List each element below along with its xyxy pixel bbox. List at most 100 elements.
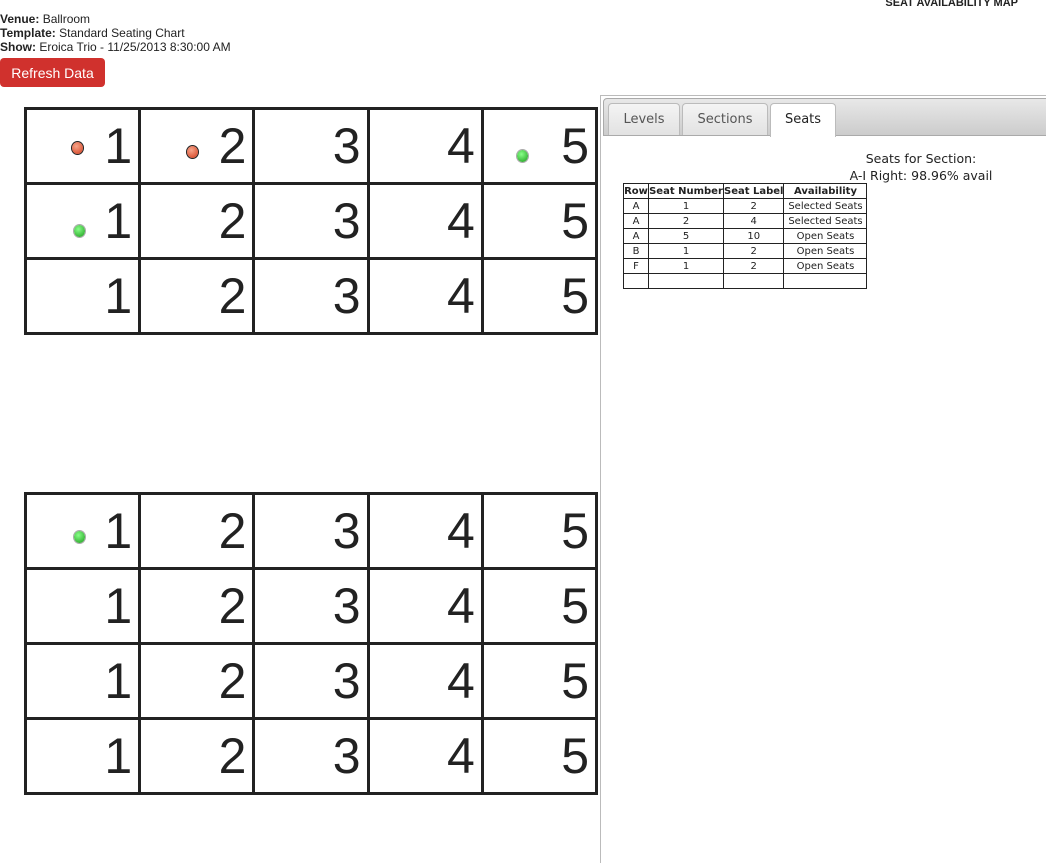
tab-seats[interactable]: Seats	[770, 103, 836, 137]
seat-cell[interactable]: 4	[366, 567, 484, 645]
table-cell: 2	[722, 243, 785, 259]
seat-marker-selected[interactable]	[71, 141, 84, 155]
tab-bar: Levels Sections Seats	[603, 98, 1046, 137]
col-row: Row	[623, 183, 649, 199]
seat-cell[interactable]: 5	[480, 492, 598, 570]
section-heading: Seats for Section: A-I Right: 98.96% ava…	[801, 150, 1041, 184]
seat-cell[interactable]: 4	[366, 717, 484, 795]
col-availability: Availability	[783, 183, 868, 199]
tab-levels[interactable]: Levels	[608, 103, 680, 135]
heading-line-2: A-I Right: 98.96% avail	[849, 168, 993, 183]
table-cell	[648, 273, 724, 289]
seat-cell[interactable]: 2	[138, 182, 256, 260]
refresh-data-button[interactable]: Refresh Data	[0, 58, 105, 87]
table-row[interactable]: F 1 2 Open Seats	[623, 258, 868, 274]
seat-cell[interactable]: 4	[366, 182, 484, 260]
show-value: Eroica Trio - 11/25/2013 8:30:00 AM	[39, 40, 231, 54]
table-cell: 1	[648, 198, 724, 214]
table-cell: B	[623, 243, 649, 259]
seat-cell[interactable]: 1	[23, 717, 142, 795]
table-cell: 1	[648, 243, 724, 259]
seat-cell[interactable]: 4	[366, 257, 484, 335]
table-cell: 2	[722, 198, 785, 214]
table-cell: A	[623, 198, 649, 214]
details-panel: Levels Sections Seats Seats for Section:…	[600, 95, 1046, 863]
seat-cell[interactable]: 3	[252, 107, 370, 185]
tab-sections[interactable]: Sections	[682, 103, 768, 135]
seat-cell[interactable]: 3	[252, 642, 370, 720]
template-value: Standard Seating Chart	[59, 26, 185, 40]
seat-cell[interactable]: 3	[252, 257, 370, 335]
seat-cell[interactable]: 1	[23, 257, 142, 335]
seat-cell[interactable]: 4	[366, 107, 484, 185]
seat-cell[interactable]: 1	[23, 107, 142, 185]
table-row[interactable]: A 2 4 Selected Seats	[623, 213, 868, 229]
show-label: Show:	[0, 40, 36, 54]
table-cell: Open Seats	[783, 243, 868, 259]
table-cell: 1	[648, 258, 724, 274]
seat-marker-selected[interactable]	[186, 145, 199, 159]
seat-cell[interactable]: 2	[138, 642, 256, 720]
empty-row	[623, 273, 868, 289]
table-row[interactable]: A 5 10 Open Seats	[623, 228, 868, 244]
col-seat-number: Seat Number	[648, 183, 724, 199]
seat-cell[interactable]: 4	[366, 492, 484, 570]
seat-marker-open[interactable]	[516, 149, 529, 163]
seat-cell[interactable]: 5	[480, 717, 598, 795]
seat-cell[interactable]: 2	[138, 717, 256, 795]
seat-cell[interactable]: 2	[138, 107, 256, 185]
seat-cell[interactable]: 5	[480, 107, 598, 185]
table-cell	[623, 273, 649, 289]
seat-cell[interactable]: 2	[138, 257, 256, 335]
page-title: SEAT AVAILABILITY MAP	[885, 0, 1018, 9]
table-row[interactable]: B 1 2 Open Seats	[623, 243, 868, 259]
seat-cell[interactable]: 1	[23, 642, 142, 720]
template-label: Template:	[0, 26, 56, 40]
seat-cell[interactable]: 5	[480, 642, 598, 720]
table-cell: 4	[722, 213, 785, 229]
seat-cell[interactable]: 2	[138, 492, 256, 570]
col-seat-label: Seat Label	[722, 183, 785, 199]
table-row[interactable]: A 1 2 Selected Seats	[623, 198, 868, 214]
seat-marker-open[interactable]	[73, 530, 86, 544]
venue-value: Ballroom	[42, 12, 91, 26]
seat-cell[interactable]: 1	[23, 182, 142, 260]
seat-cell[interactable]: 5	[480, 257, 598, 335]
seat-cell[interactable]: 5	[480, 567, 598, 645]
seat-cell[interactable]: 3	[252, 182, 370, 260]
seat-cell[interactable]: 2	[138, 567, 256, 645]
table-cell: 2	[722, 258, 785, 274]
table-cell: A	[623, 213, 649, 229]
table-cell: Selected Seats	[783, 213, 868, 229]
show-info: Venue: Ballroom Template: Standard Seati…	[0, 12, 231, 54]
table-cell: A	[623, 228, 649, 244]
table-cell: 5	[648, 228, 724, 244]
table-cell: Open Seats	[783, 258, 868, 274]
seat-cell[interactable]: 3	[252, 717, 370, 795]
seats-table: Row Seat Number Seat Label Availability …	[623, 183, 868, 289]
table-cell: F	[623, 258, 649, 274]
heading-line-1: Seats for Section:	[865, 151, 977, 166]
seat-cell[interactable]: 1	[23, 567, 142, 645]
seat-marker-open[interactable]	[73, 224, 86, 238]
table-cell: Selected Seats	[783, 198, 868, 214]
seat-cell[interactable]: 4	[366, 642, 484, 720]
seat-cell[interactable]: 5	[480, 182, 598, 260]
table-cell: 2	[648, 213, 724, 229]
table-cell: Open Seats	[783, 228, 868, 244]
seat-cell[interactable]: 3	[252, 492, 370, 570]
seat-cell[interactable]: 1	[23, 492, 142, 570]
seat-cell[interactable]: 3	[252, 567, 370, 645]
venue-label: Venue:	[0, 12, 40, 26]
table-cell	[783, 273, 868, 289]
